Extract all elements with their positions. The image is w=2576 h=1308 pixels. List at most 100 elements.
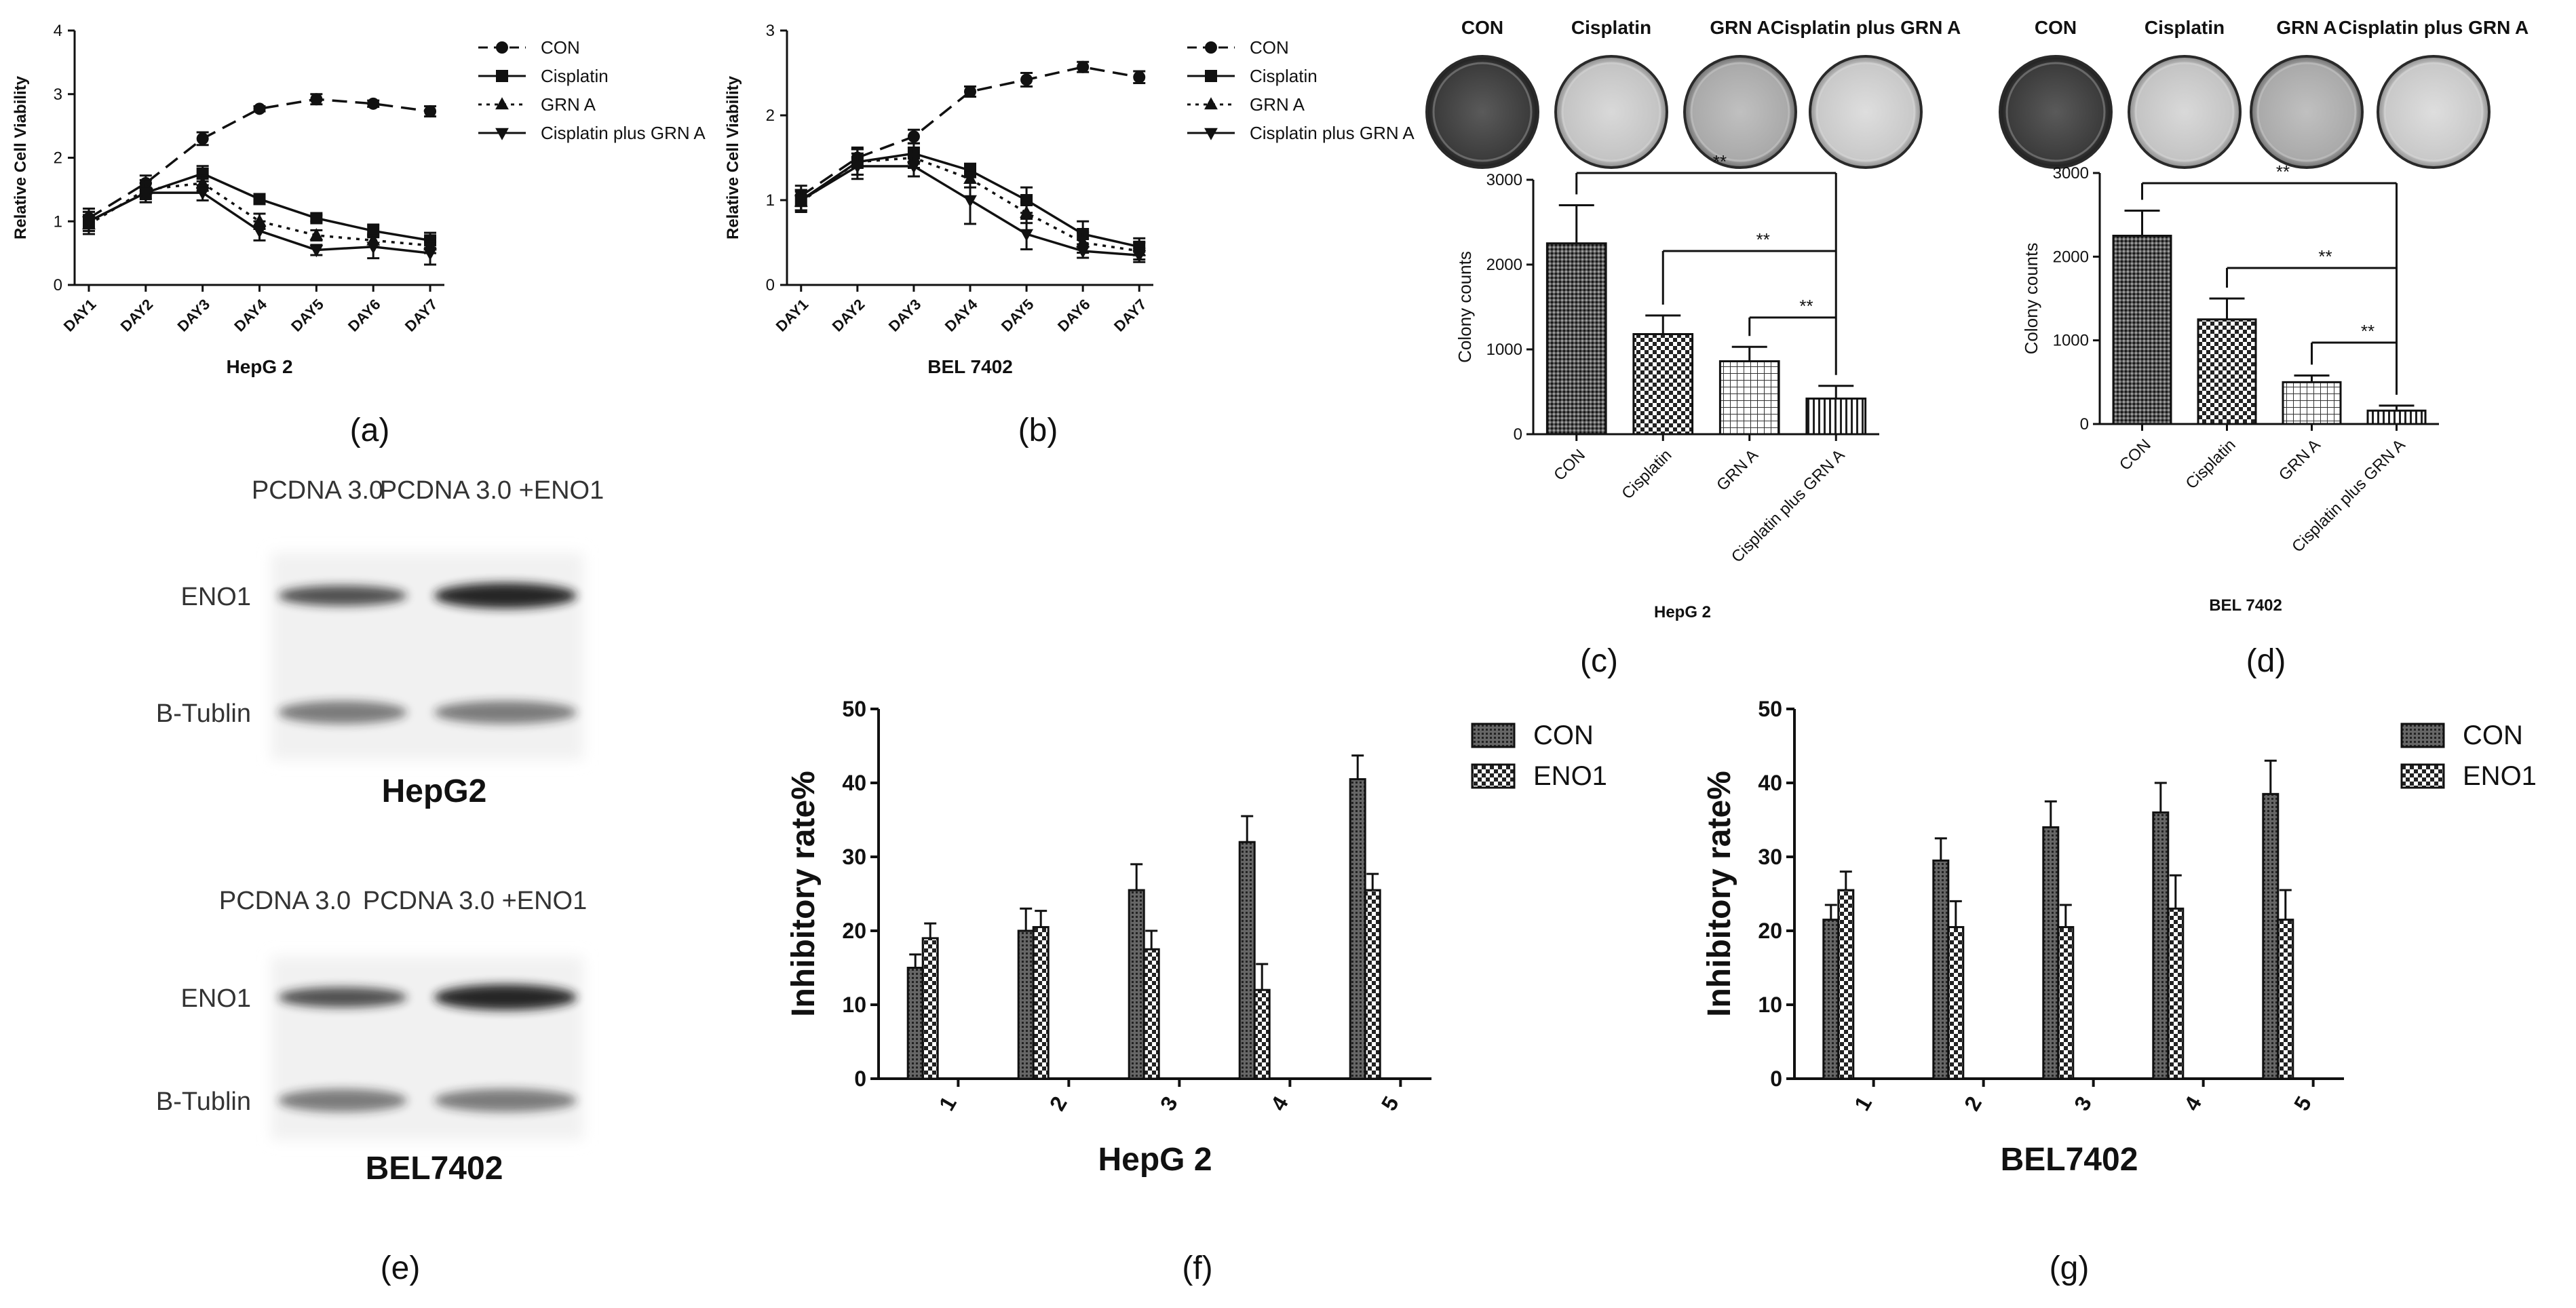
x-tick-label: 5 bbox=[1377, 1092, 1404, 1115]
y-tick-label: 2 bbox=[766, 107, 775, 125]
x-tick-label: 1 bbox=[1849, 1092, 1877, 1115]
data-point bbox=[907, 161, 921, 174]
y-tick-label: 0 bbox=[854, 1066, 866, 1091]
plate-label: CON bbox=[2035, 17, 2077, 38]
lane-label: PCDNA 3.0 bbox=[252, 476, 383, 505]
data-point bbox=[253, 102, 266, 115]
bar bbox=[2112, 235, 2172, 425]
y-tick-label: 2000 bbox=[2053, 248, 2089, 266]
data-point bbox=[1133, 71, 1146, 83]
bar-eno1 bbox=[2167, 907, 2185, 1080]
y-tick-label: 0 bbox=[54, 276, 62, 294]
legend-swatch bbox=[2400, 763, 2445, 789]
row-label: ENO1 bbox=[181, 583, 251, 611]
plate-rim bbox=[2383, 62, 2484, 162]
culture-plate bbox=[1999, 55, 2113, 169]
series-cisplatin-plus-grn-a bbox=[794, 152, 1147, 263]
significance-bracket: ** bbox=[1748, 296, 1837, 336]
y-axis-label: Inhibitory rate% bbox=[1702, 771, 1737, 1017]
legend-marker bbox=[1204, 128, 1218, 140]
x-tick-label: 5 bbox=[2289, 1092, 2316, 1115]
legend: CON ENO1 bbox=[2400, 720, 2537, 791]
legend-swatch bbox=[1471, 723, 1516, 748]
bar-eno1 bbox=[921, 937, 939, 1080]
panel-label: (d) bbox=[2246, 643, 2286, 679]
protein-band bbox=[278, 701, 407, 724]
data-point bbox=[1020, 229, 1033, 242]
x-tick-label: CON bbox=[2116, 436, 2155, 474]
significance-label: ** bbox=[2276, 161, 2290, 182]
bar bbox=[1632, 333, 1694, 436]
protein-band bbox=[434, 701, 577, 724]
data-point bbox=[1020, 73, 1033, 86]
plate-rim bbox=[1690, 62, 1790, 162]
legend-marker bbox=[496, 41, 508, 54]
bar-eno1 bbox=[1142, 948, 1160, 1080]
x-tick-label: DAY3 bbox=[174, 296, 213, 335]
culture-plate bbox=[1425, 55, 1539, 169]
y-tick-label: 0 bbox=[1770, 1066, 1782, 1091]
row-label: B-Tublin bbox=[156, 1088, 251, 1116]
y-tick-label: 50 bbox=[842, 697, 866, 721]
legend-marker bbox=[496, 70, 508, 82]
legend-marker bbox=[495, 97, 509, 110]
significance-label: ** bbox=[1756, 229, 1770, 250]
series-grn-a bbox=[82, 174, 437, 254]
bar-eno1 bbox=[1947, 926, 1965, 1080]
colony-chart-3: CON Cisplatin GRN A Cisplatin plus GRN A010… bbox=[1999, 17, 2529, 615]
x-tick-label: Cisplatin bbox=[1618, 446, 1675, 503]
data-point bbox=[907, 130, 920, 143]
y-tick-label: 1 bbox=[766, 191, 775, 210]
significance-bracket: ** bbox=[2226, 246, 2397, 288]
protein-band bbox=[434, 984, 577, 1010]
legend-label: CON bbox=[1250, 37, 1289, 58]
data-point bbox=[367, 97, 380, 110]
bar-con bbox=[2262, 792, 2280, 1080]
legend-label: CON bbox=[1533, 720, 1594, 750]
bar bbox=[2282, 381, 2342, 425]
y-tick-label: 40 bbox=[842, 771, 866, 795]
x-tick-label: DAY4 bbox=[231, 295, 270, 334]
bar-eno1 bbox=[1837, 889, 1855, 1080]
bar-eno1 bbox=[1032, 926, 1050, 1080]
x-tick-label: GRN A bbox=[1713, 446, 1762, 495]
legend-label: Cisplatin bbox=[541, 66, 609, 86]
legend-label: GRN A bbox=[541, 94, 596, 115]
plate-rim bbox=[1561, 62, 1661, 162]
x-tick-label: DAY1 bbox=[60, 296, 100, 335]
data-point bbox=[196, 132, 209, 145]
legend-label: CON bbox=[2463, 720, 2523, 750]
data-point bbox=[82, 216, 96, 229]
line-chart-1: 0 1 2 3 DAY1 DAY2 DAY3 DAY4 DAY5 DAY6 DAY7 Relative… bbox=[724, 22, 1415, 377]
x-tick-label: DAY6 bbox=[1054, 296, 1094, 335]
data-point bbox=[310, 93, 323, 106]
y-axis-label: Relative Cell Viability bbox=[724, 75, 742, 239]
plate-label: Cisplatin plus GRN A bbox=[2339, 17, 2529, 38]
data-point bbox=[964, 85, 976, 98]
x-tick-label: DAY2 bbox=[829, 296, 868, 335]
row-label: ENO1 bbox=[181, 984, 251, 1013]
y-axis-label: Inhibitory rate% bbox=[786, 771, 822, 1017]
plate-rim bbox=[1815, 62, 1916, 162]
data-point bbox=[252, 226, 267, 239]
data-point bbox=[424, 105, 437, 118]
significance-bracket: ** bbox=[2311, 321, 2397, 365]
data-point bbox=[794, 195, 808, 208]
plate-rim bbox=[2256, 62, 2357, 162]
data-point bbox=[252, 214, 267, 227]
series-cisplatin-plus-grn-a bbox=[82, 182, 437, 266]
bar-eno1 bbox=[1364, 889, 1381, 1080]
plate-label: GRN A bbox=[1710, 17, 1770, 38]
significance-bracket: ** bbox=[1575, 151, 1837, 195]
x-tick-label: DAY2 bbox=[117, 296, 157, 335]
significance-label: ** bbox=[2318, 246, 2332, 267]
protein-band bbox=[434, 583, 577, 609]
protein-band bbox=[278, 987, 407, 1007]
y-tick-label: 30 bbox=[842, 845, 866, 869]
y-tick-label: 1000 bbox=[1486, 341, 1522, 359]
panel-label: (g) bbox=[2050, 1250, 2090, 1286]
data-point bbox=[366, 242, 381, 254]
panel-label: (a) bbox=[350, 412, 390, 448]
